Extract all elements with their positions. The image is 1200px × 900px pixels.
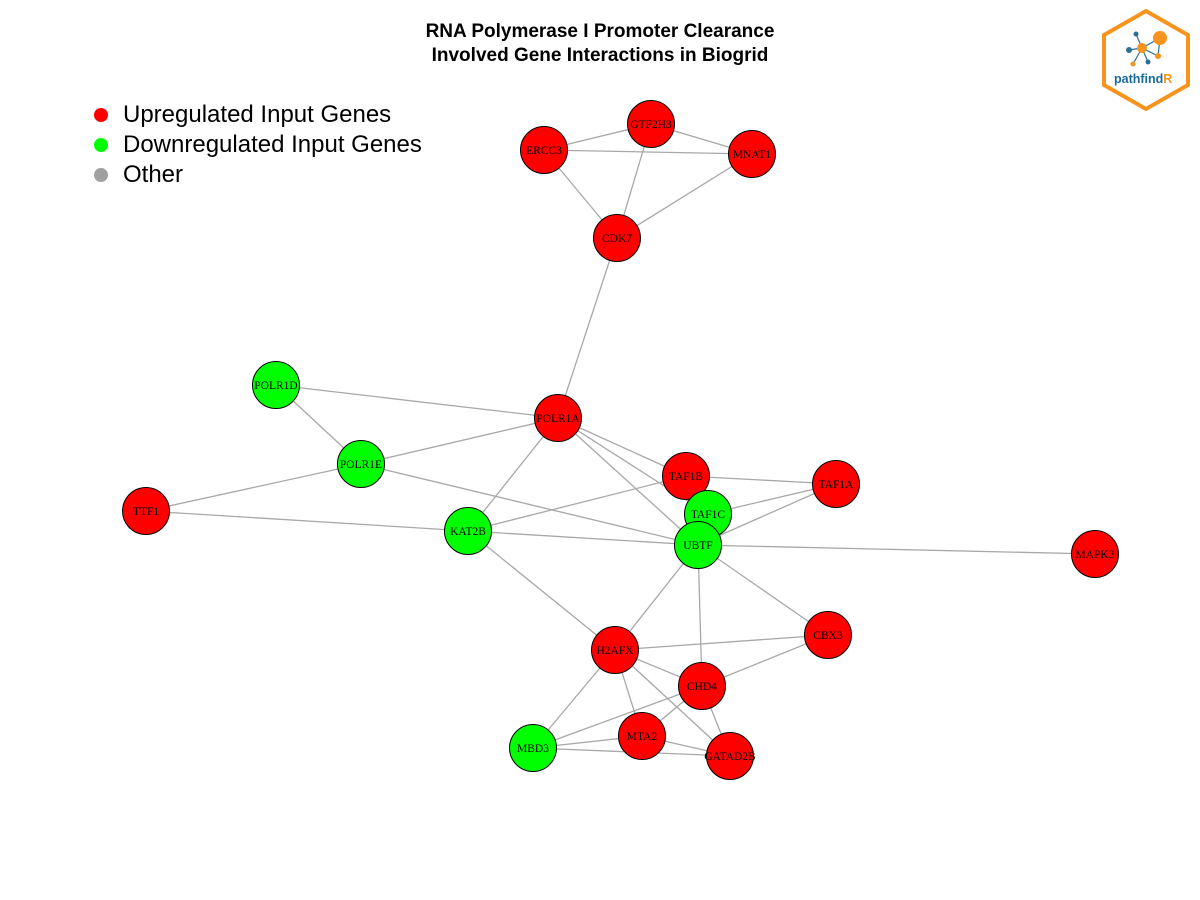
node-label: MNAT1	[733, 149, 772, 161]
node-circle[interactable]	[520, 126, 568, 174]
node-label: H2AFX	[596, 645, 634, 657]
node-circle[interactable]	[706, 732, 754, 780]
title-line-2: Involved Gene Interactions in Biogrid	[431, 45, 769, 66]
node-mnat1[interactable]: MNAT1	[728, 130, 776, 178]
node-polr1d[interactable]: POLR1D	[252, 361, 300, 409]
node-gatad2b[interactable]: GATAD2B	[704, 732, 756, 780]
edge-polr1e-ttf1	[145, 463, 362, 512]
node-label: GATAD2B	[704, 751, 756, 763]
node-layer: GTF2H3 ERCC3 MNAT1 CDK7 POLR1D POLR1A POLR1E TT…	[122, 100, 1119, 780]
legend-label: Other	[123, 161, 184, 188]
node-kat2b[interactable]: KAT2B	[444, 507, 492, 555]
node-circle[interactable]	[509, 724, 557, 772]
edge-ubtf-mapk3	[697, 544, 1096, 555]
edge-cdk7-polr1a	[557, 237, 618, 419]
node-label: ERCC3	[526, 145, 562, 157]
edge-h2afx-cbx3	[614, 634, 829, 651]
title-line-1: RNA Polymerase I Promoter Clearance	[425, 21, 775, 42]
node-label: CBX3	[813, 630, 843, 642]
node-h2afx[interactable]: H2AFX	[591, 626, 639, 674]
node-ubtf[interactable]: UBTF	[674, 521, 722, 569]
node-mbd3[interactable]: MBD3	[509, 724, 557, 772]
legend-dot-downregulated	[94, 138, 108, 152]
node-circle[interactable]	[804, 611, 852, 659]
node-label: KAT2B	[450, 526, 486, 538]
node-circle[interactable]	[593, 214, 641, 262]
legend-item-upregulated: Upregulated Input Genes	[94, 100, 422, 130]
node-circle[interactable]	[674, 521, 722, 569]
edge-taf1a-ubtf	[697, 483, 837, 546]
legend: Upregulated Input Genes Downregulated In…	[94, 100, 422, 190]
node-chd4[interactable]: CHD4	[678, 662, 726, 710]
pathfindr-logo: pathfindR	[1102, 8, 1190, 112]
edge-kat2b-ubtf	[467, 530, 699, 546]
node-cbx3[interactable]: CBX3	[804, 611, 852, 659]
legend-dot-upregulated	[94, 108, 108, 122]
legend-dot-other	[94, 168, 108, 182]
node-circle[interactable]	[337, 440, 385, 488]
node-circle[interactable]	[662, 452, 710, 500]
edge-kat2b-h2afx	[467, 530, 616, 651]
legend-item-downregulated: Downregulated Input Genes	[94, 130, 422, 160]
node-circle[interactable]	[1071, 530, 1119, 578]
node-label: POLR1E	[340, 459, 382, 471]
legend-item-other: Other	[94, 160, 422, 190]
node-circle[interactable]	[444, 507, 492, 555]
node-label: MBD3	[517, 743, 549, 755]
node-label: UBTF	[683, 540, 712, 552]
edge-mnat1-cdk7	[616, 153, 753, 239]
node-cdk7[interactable]: CDK7	[593, 214, 641, 262]
edge-taf1b-taf1a	[685, 475, 837, 485]
node-circle[interactable]	[627, 100, 675, 148]
edge-polr1e-ubtf	[360, 463, 699, 546]
node-gtf2h3[interactable]: GTF2H3	[627, 100, 675, 148]
edge-polr1e-polr1a	[360, 417, 559, 465]
node-label: CHD4	[687, 681, 717, 693]
node-circle[interactable]	[534, 394, 582, 442]
diagram-title: RNA Polymerase I Promoter Clearance Invo…	[300, 20, 900, 68]
node-taf1b[interactable]: TAF1B	[662, 452, 710, 500]
node-taf1a[interactable]: TAF1A	[812, 460, 860, 508]
edge-polr1d-polr1a	[275, 384, 559, 419]
node-ercc3[interactable]: ERCC3	[520, 126, 568, 174]
edge-taf1b-kat2b	[467, 475, 687, 532]
node-circle[interactable]	[812, 460, 860, 508]
node-polr1e[interactable]: POLR1E	[337, 440, 385, 488]
logo-text: pathfindR	[1114, 72, 1172, 86]
node-label: GTF2H3	[630, 119, 672, 131]
node-mta2[interactable]: MTA2	[618, 712, 666, 760]
node-label: TAF1A	[819, 479, 855, 491]
node-circle[interactable]	[122, 487, 170, 535]
node-circle[interactable]	[591, 626, 639, 674]
edge-polr1a-ubtf	[557, 417, 699, 546]
node-label: TTF1	[133, 506, 159, 518]
node-label: MTA2	[627, 731, 658, 743]
node-label: TAF1C	[691, 509, 726, 521]
node-ttf1[interactable]: TTF1	[122, 487, 170, 535]
node-label: POLR1D	[254, 380, 297, 392]
edge-ercc3-mnat1	[543, 149, 753, 155]
node-label: POLR1A	[536, 413, 580, 425]
node-circle[interactable]	[618, 712, 666, 760]
node-label: TAF1B	[669, 471, 704, 483]
node-mapk3[interactable]: MAPK3	[1071, 530, 1119, 578]
edge-h2afx-gatad2b	[614, 649, 731, 757]
edge-polr1a-kat2b	[467, 417, 559, 532]
node-circle[interactable]	[728, 130, 776, 178]
node-label: MAPK3	[1076, 549, 1115, 561]
edge-ubtf-cbx3	[697, 544, 829, 636]
edge-ttf1-kat2b	[145, 510, 469, 532]
legend-label: Upregulated Input Genes	[123, 101, 392, 128]
edge-chd4-mbd3	[532, 685, 703, 749]
logo-hexagon-icon	[1102, 8, 1190, 112]
node-polr1a[interactable]: POLR1A	[534, 394, 582, 442]
legend-label: Downregulated Input Genes	[123, 131, 422, 158]
node-label: CDK7	[602, 233, 632, 245]
node-circle[interactable]	[678, 662, 726, 710]
node-circle[interactable]	[252, 361, 300, 409]
